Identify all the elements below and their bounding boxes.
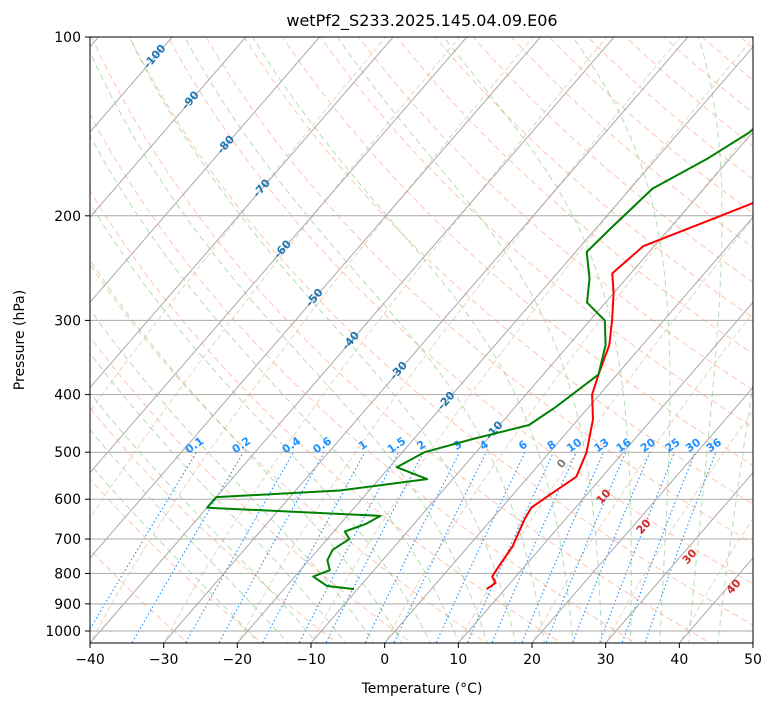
- isotherm-line: [163, 37, 689, 643]
- isotherm-line: [384, 216, 753, 643]
- x-tick-label: 0: [380, 652, 389, 668]
- y-tick-label: 300: [54, 313, 81, 329]
- isotherm-line: [90, 37, 394, 389]
- dry-adiabat: [320, 37, 753, 429]
- plot-frame: [89, 36, 754, 644]
- dry-adiabat: [396, 37, 753, 355]
- isotherm-line: [90, 37, 321, 304]
- moist-adiabat: [90, 134, 460, 643]
- dry-adiabat: [90, 189, 562, 643]
- x-tick-label: 20: [523, 652, 541, 668]
- mixing-ratio-line: [325, 451, 424, 643]
- y-tick-label: 900: [54, 597, 81, 613]
- mixing-ratio-line: [298, 451, 400, 643]
- isotherm-line: [457, 301, 753, 643]
- dry-adiabat: [90, 113, 637, 643]
- dry-adiabat: [281, 37, 753, 467]
- moist-adiabat: [90, 428, 289, 643]
- x-tick-label: −20: [223, 652, 253, 668]
- x-tick-label: 30: [597, 652, 615, 668]
- isotherm-line: [236, 46, 753, 643]
- isotherm-line: [90, 37, 542, 559]
- mixing-ratio-line: [599, 451, 676, 643]
- isotherm-line: [531, 386, 753, 643]
- sounding-series: [206, 128, 753, 591]
- dry-adiabat: [205, 37, 753, 545]
- mixing-ratio-line: [545, 451, 627, 643]
- moist-adiabat: [90, 463, 260, 643]
- y-tick-label: 100: [54, 30, 81, 46]
- dry-adiabat: [243, 37, 753, 505]
- skewed-isotherms: [90, 37, 753, 643]
- isotherm-line: [310, 131, 753, 643]
- isotherm-line: [90, 37, 468, 474]
- x-tick-label: 50: [744, 652, 762, 668]
- y-tick-label: 1000: [45, 624, 81, 640]
- x-tick-label: −30: [149, 652, 179, 668]
- y-axis-ticks: 100 200 300 400 500 600 700 800 900 1000: [45, 30, 90, 640]
- x-tick-label: 40: [670, 652, 688, 668]
- isotherm-line: [90, 37, 615, 643]
- y-tick-label: 500: [54, 445, 81, 461]
- moist-adiabat: [90, 202, 432, 643]
- dewpoint-profile: [206, 128, 753, 591]
- x-tick-label: −40: [75, 652, 105, 668]
- x-axis-ticks: −40 −30 −20 −10 0 10 20 30 40 50: [75, 643, 762, 668]
- mixing-ratio-line: [90, 451, 198, 631]
- mixing-ratio-line: [621, 451, 696, 643]
- isotherm-line: [90, 37, 247, 218]
- x-tick-label: 10: [449, 652, 467, 668]
- y-tick-label: 200: [54, 209, 81, 225]
- y-tick-label: 800: [54, 566, 81, 582]
- mixing-ratio-line: [466, 451, 555, 643]
- isotherm-line: [605, 471, 753, 643]
- x-tick-label: −10: [296, 652, 326, 668]
- dry-adiabat: [167, 37, 753, 585]
- y-tick-label: 700: [54, 532, 81, 548]
- y-axis-label: Pressure (hPa): [12, 290, 28, 390]
- mixing-ratio-line: [571, 451, 651, 643]
- y-tick-label: 400: [54, 388, 81, 404]
- chart-title: wetPf2_S233.2025.145.04.09.E06: [286, 11, 557, 31]
- dry-adiabat: [358, 37, 753, 391]
- isotherm-line: [90, 37, 173, 133]
- mixing-ratio-line: [435, 451, 526, 643]
- y-tick-label: 600: [54, 492, 81, 508]
- x-axis-label: Temperature (°C): [361, 681, 483, 697]
